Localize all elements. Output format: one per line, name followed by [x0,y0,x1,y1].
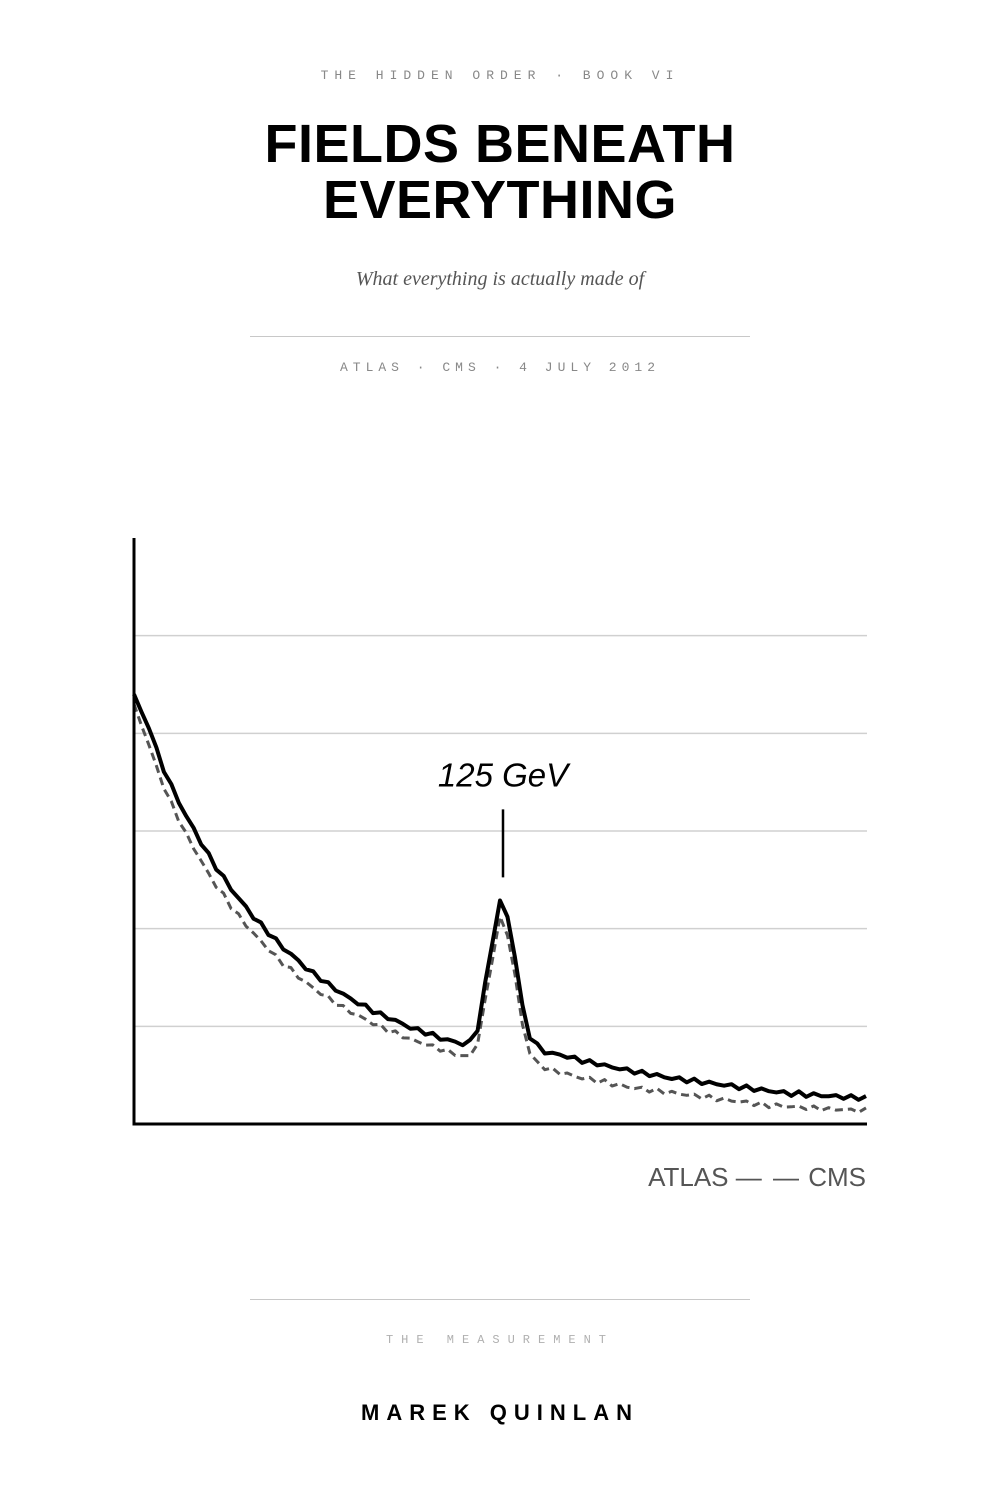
grid-layer [134,634,867,1028]
legend-entry-atlas: ATLAS [648,1162,729,1192]
author-name: MAREK QUINLAN [361,1400,639,1425]
peak-annotation-label: 125 GeV [438,756,571,793]
dateline: ATLAS · CMS · 4 JULY 2012 [339,360,661,375]
series-line-cms [132,703,867,1114]
series-layer [132,693,867,1114]
section-label: THE MEASUREMENT [385,1333,615,1347]
series-label: THE HIDDEN ORDER · BOOK VI [320,68,680,83]
bottom-divider [250,1299,750,1300]
mass-spectrum-chart: 125 GeV [132,538,867,1126]
chart-legend: ATLAS — — CMS [648,1162,866,1193]
title-line-1: FIELDS BENEATH [264,114,736,174]
legend-separator: — — [735,1162,801,1192]
series-line-atlas [132,693,867,1102]
title-line-2: EVERYTHING [322,170,678,230]
top-divider [250,336,750,337]
book-title: FIELDS BENEATH EVERYTHING [0,116,1000,228]
subtitle: What everything is actually made of [355,268,645,290]
legend-entry-cms: CMS [808,1162,866,1192]
